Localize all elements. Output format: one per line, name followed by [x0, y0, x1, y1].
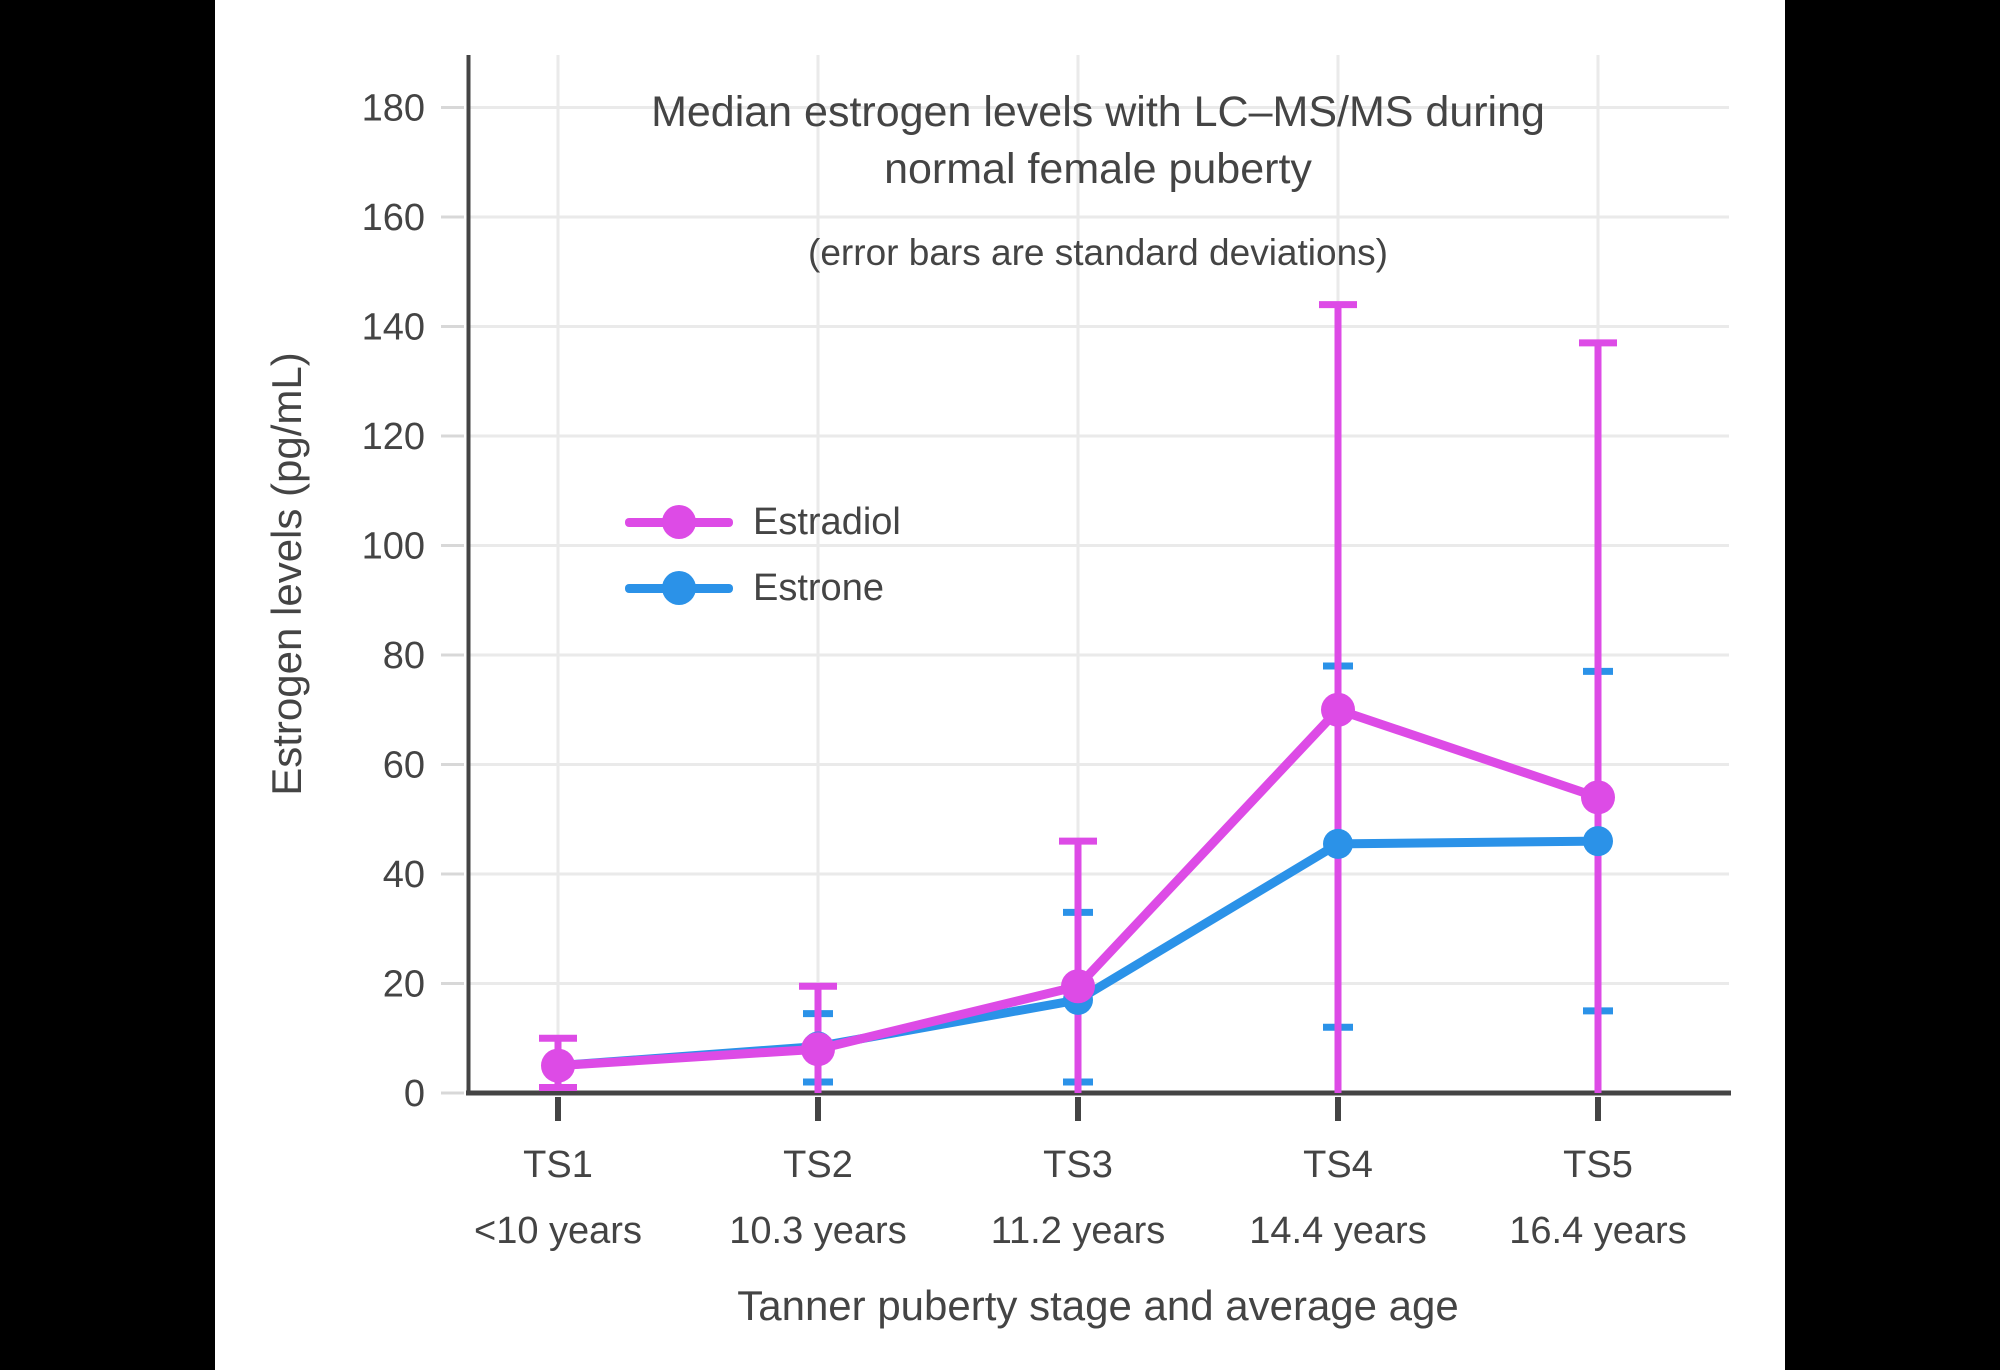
- legend-label-estrone: Estrone: [753, 566, 884, 609]
- estrone-swatch-icon: [625, 564, 733, 612]
- line-chart-canvas: 0 20 40 60 80 100 120 140 160 180 TS1 <10 years TS2 1…: [362, 55, 1731, 1252]
- x-tick-labels: TS1 <10 years TS2 10.3 years TS3 11.2 years TS…: [474, 1144, 1687, 1252]
- y-axis-ticks: [441, 106, 464, 1095]
- y-axis-title: Estrogen levels (pg/mL): [263, 352, 310, 796]
- svg-text:20: 20: [383, 964, 425, 1006]
- estradiol-swatch-icon: [625, 498, 733, 546]
- svg-text:160: 160: [362, 197, 425, 239]
- svg-text:10.3 years: 10.3 years: [729, 1210, 906, 1252]
- svg-text:60: 60: [383, 745, 425, 787]
- axes: [466, 55, 1731, 1096]
- svg-text:40: 40: [383, 854, 425, 896]
- svg-text:11.2 years: 11.2 years: [991, 1210, 1166, 1252]
- svg-text:<10 years: <10 years: [474, 1210, 642, 1252]
- svg-text:TS5: TS5: [1563, 1144, 1633, 1186]
- svg-text:180: 180: [362, 88, 425, 130]
- svg-text:TS3: TS3: [1043, 1144, 1113, 1186]
- svg-text:120: 120: [362, 416, 425, 458]
- y-tick-labels: 0 20 40 60 80 100 120 140 160 180: [362, 88, 425, 1116]
- svg-text:TS1: TS1: [523, 1144, 593, 1186]
- svg-text:TS2: TS2: [783, 1144, 853, 1186]
- x-axis-title: Tanner puberty stage and average age: [737, 1282, 1459, 1329]
- legend-item-estradiol: Estradiol: [625, 498, 901, 546]
- legend-item-estrone: Estrone: [625, 564, 884, 612]
- x-axis-ticks: [555, 1097, 1601, 1121]
- chart-subtitle: (error bars are standard deviations): [808, 232, 1388, 273]
- chart-card: 0 20 40 60 80 100 120 140 160 180 TS1 <10 years TS2 1…: [215, 0, 1785, 1370]
- svg-text:14.4 years: 14.4 years: [1249, 1210, 1426, 1252]
- svg-text:0: 0: [404, 1073, 425, 1115]
- svg-text:140: 140: [362, 307, 425, 349]
- svg-text:TS4: TS4: [1303, 1144, 1373, 1186]
- series-markers-estradiol: [541, 692, 1615, 1083]
- svg-text:16.4 years: 16.4 years: [1509, 1210, 1686, 1252]
- svg-text:80: 80: [383, 635, 425, 677]
- legend-label-estradiol: Estradiol: [753, 500, 901, 543]
- chart-title: Median estrogen levels with LC–MS/MS dur…: [651, 88, 1545, 193]
- svg-text:100: 100: [362, 526, 425, 568]
